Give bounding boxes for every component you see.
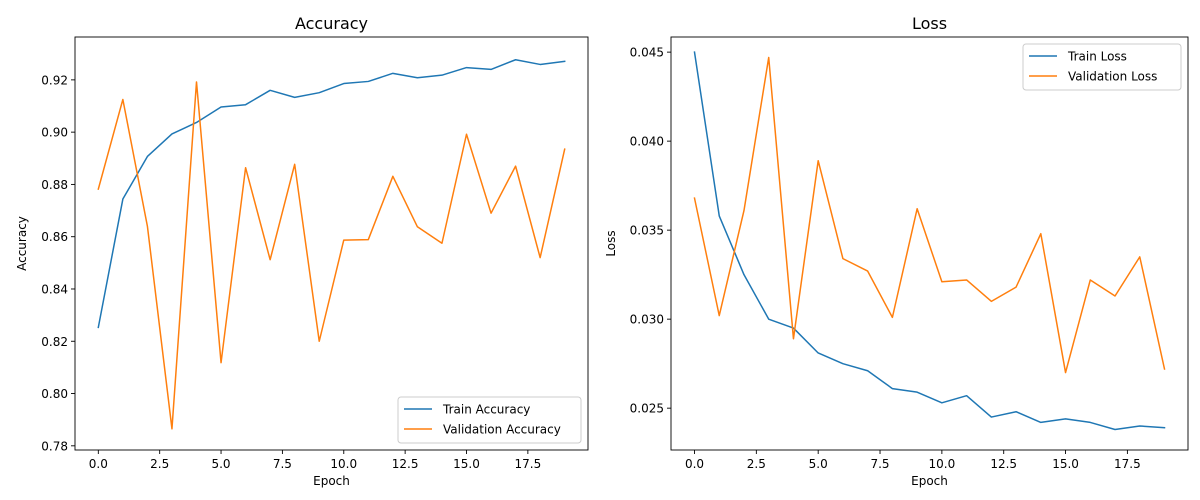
chart-1-xtick-label: 5.0 [809, 457, 828, 471]
chart-0-xtick-label: 0.0 [89, 457, 108, 471]
chart-1-xtick-label: 12.5 [990, 457, 1017, 471]
chart-1-ytick-label: 0.030 [630, 313, 664, 327]
chart-0-xlabel: Epoch [313, 474, 350, 488]
chart-1-ytick-label: 0.045 [630, 46, 664, 60]
chart-0-legend-label-0: Train Accuracy [442, 403, 530, 417]
chart-0-legend-box [397, 396, 582, 444]
chart-0-ytick-label: 0.88 [41, 178, 68, 192]
chart-0-series-0-line [97, 58, 566, 329]
chart-1-series-1-line [693, 56, 1166, 374]
chart-0-axes-frame [74, 36, 589, 451]
chart-1-legend-box [1022, 43, 1182, 91]
chart-0-ytick-label: 0.92 [41, 73, 68, 87]
chart-0-legend-label-1: Validation Accuracy [443, 423, 561, 437]
chart-1-legend-label-1: Validation Loss [1068, 70, 1157, 84]
chart-0-ytick-label: 0.82 [41, 335, 68, 349]
chart-1-series-0-line [693, 51, 1166, 431]
chart-0-xtick-label: 10.0 [330, 457, 357, 471]
chart-1-ytick-label: 0.035 [630, 224, 664, 238]
chart-1-ytick-label: 0.025 [630, 402, 664, 416]
chart-1-title: Loss [912, 14, 947, 33]
chart-1-panel: Loss 0.0 2.5 5.0 7.5 10.0 12.5 15.0 17.5 0.025 0.0… [604, 14, 1189, 488]
chart-0-xtick-label: 2.5 [150, 457, 169, 471]
chart-1-legend: Train Loss Validation Loss [1022, 43, 1182, 91]
chart-0-series-1-line [97, 81, 566, 430]
chart-0-xtick-label: 17.5 [515, 457, 542, 471]
chart-1-axes-frame [670, 36, 1189, 451]
chart-0-ytick-label: 0.90 [41, 126, 68, 140]
chart-1-xtick-label: 0.0 [685, 457, 704, 471]
chart-1-ylabel: Loss [604, 230, 618, 256]
chart-1-xtick-label: 7.5 [870, 457, 889, 471]
chart-0-ytick-label: 0.84 [41, 282, 68, 296]
chart-1-legend-label-0: Train Loss [1067, 50, 1127, 64]
chart-0-ylabel: Accuracy [15, 216, 29, 271]
chart-0-xtick-label: 12.5 [392, 457, 419, 471]
chart-0-plot-area [75, 37, 588, 450]
chart-0-ytick-label: 0.80 [41, 387, 68, 401]
chart-1-xlabel: Epoch [911, 474, 948, 488]
chart-0-xtick-label: 5.0 [211, 457, 230, 471]
chart-0-title: Accuracy [295, 14, 368, 33]
chart-1-xtick-label: 2.5 [747, 457, 766, 471]
chart-1-xtick-label: 17.5 [1114, 457, 1141, 471]
chart-0-panel: Accuracy 0.0 2.5 5.0 7.5 10.0 12.5 15.0 17.5 0.78… [15, 14, 589, 488]
chart-0-xtick-label: 7.5 [273, 457, 292, 471]
chart-1-ytick-label: 0.040 [630, 135, 664, 149]
chart-0-legend: Train Accuracy Validation Accuracy [397, 396, 582, 444]
chart-0-ytick-label: 0.86 [41, 230, 68, 244]
chart-1-xtick-label: 15.0 [1052, 457, 1079, 471]
chart-1-xtick-label: 10.0 [929, 457, 956, 471]
chart-0-xtick-label: 15.0 [453, 457, 480, 471]
chart-0-ytick-label: 0.78 [41, 439, 68, 453]
